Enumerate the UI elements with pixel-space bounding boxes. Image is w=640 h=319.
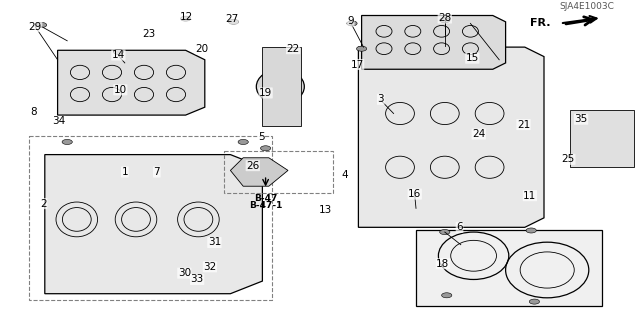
Text: 2: 2	[40, 199, 47, 209]
Circle shape	[180, 16, 191, 21]
Text: 12: 12	[180, 12, 193, 22]
Text: 20: 20	[195, 44, 208, 54]
Text: 28: 28	[438, 13, 451, 23]
Text: 10: 10	[114, 85, 127, 95]
Text: 5: 5	[258, 132, 264, 142]
Polygon shape	[230, 158, 288, 186]
Circle shape	[356, 46, 367, 51]
Circle shape	[260, 146, 271, 151]
Polygon shape	[358, 47, 544, 227]
Text: 7: 7	[154, 167, 160, 177]
Text: 35: 35	[575, 114, 588, 124]
Circle shape	[529, 299, 540, 304]
Circle shape	[62, 139, 72, 145]
Circle shape	[238, 139, 248, 145]
Circle shape	[440, 18, 450, 23]
Text: 25: 25	[562, 154, 575, 164]
Circle shape	[347, 21, 357, 26]
Text: 26: 26	[246, 161, 259, 171]
Text: 34: 34	[52, 116, 65, 126]
Text: FR.: FR.	[530, 19, 550, 28]
Text: 29: 29	[29, 22, 42, 32]
Polygon shape	[262, 47, 301, 126]
Text: 31: 31	[208, 237, 221, 248]
Polygon shape	[362, 16, 506, 69]
Text: 17: 17	[351, 60, 364, 70]
Text: 24: 24	[472, 129, 485, 139]
Text: 32: 32	[204, 262, 216, 272]
Polygon shape	[58, 50, 205, 115]
Text: 8: 8	[30, 107, 36, 117]
Text: 11: 11	[524, 191, 536, 201]
Text: 30: 30	[178, 268, 191, 278]
Text: 18: 18	[436, 259, 449, 269]
Circle shape	[442, 293, 452, 298]
Circle shape	[440, 230, 450, 234]
Circle shape	[36, 22, 47, 27]
Circle shape	[228, 19, 239, 24]
Text: SJA4E1003C: SJA4E1003C	[559, 2, 614, 11]
Text: 27: 27	[225, 14, 238, 24]
Text: B-47: B-47	[254, 194, 277, 204]
Text: B-47-1: B-47-1	[249, 201, 282, 210]
Text: 16: 16	[408, 189, 421, 199]
FancyArrowPatch shape	[563, 16, 596, 23]
Ellipse shape	[256, 69, 305, 104]
Polygon shape	[45, 155, 262, 294]
Text: 4: 4	[341, 170, 348, 180]
Text: 3: 3	[378, 94, 384, 104]
Polygon shape	[570, 110, 634, 167]
Text: 23: 23	[142, 29, 155, 39]
Text: 6: 6	[456, 222, 463, 232]
Circle shape	[526, 228, 536, 233]
Text: 22: 22	[287, 44, 300, 54]
Text: 33: 33	[191, 274, 204, 285]
Text: 21: 21	[517, 120, 530, 130]
Text: 9: 9	[348, 16, 354, 26]
Polygon shape	[416, 231, 602, 306]
Circle shape	[113, 49, 124, 55]
Text: 14: 14	[112, 50, 125, 60]
Text: 13: 13	[319, 205, 332, 215]
Text: 15: 15	[466, 53, 479, 63]
Text: 19: 19	[259, 88, 272, 98]
Text: 1: 1	[122, 167, 128, 177]
